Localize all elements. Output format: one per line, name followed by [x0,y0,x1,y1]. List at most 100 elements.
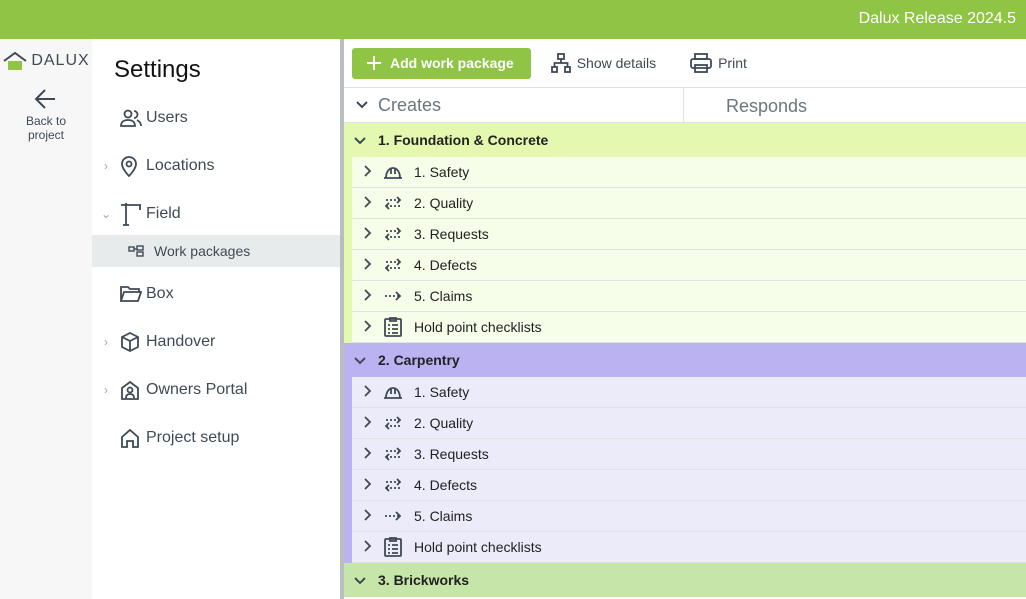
item-label: 4. Defects [414,477,478,493]
chevron-down-icon[interactable] [354,132,366,148]
group-header[interactable]: 2. Carpentry [344,343,1026,377]
chevron-right-icon[interactable] [364,257,372,273]
list-item[interactable]: Hold point checklists [352,532,1026,563]
chevron-right-icon[interactable] [364,288,372,304]
add-work-package-button[interactable]: Add work package [352,47,531,79]
chevron-right-icon[interactable] [364,508,372,524]
folder-icon [120,285,146,303]
users-icon [120,109,146,127]
chevron-right-icon[interactable]: › [104,335,108,349]
plus-icon [367,56,381,70]
sidebar-item-label: Field [146,205,181,222]
list-item[interactable]: 5. Claims [352,281,1026,312]
item-label: 2. Quality [414,195,474,211]
item-label: 3. Requests [414,446,489,462]
show-details-button[interactable]: Show details [550,53,656,73]
sidebar-item-work-packages[interactable]: Work packages [92,235,340,267]
list-item[interactable]: 1. Safety [352,377,1026,408]
sidebar-item-label: Handover [146,333,216,350]
group-header[interactable]: 1. Foundation & Concrete [344,123,1026,157]
list-item[interactable]: Hold point checklists [352,312,1026,343]
home-icon [120,428,146,448]
list-item[interactable]: 4. Defects [352,470,1026,501]
group-header[interactable]: 3. Brickworks [344,563,1026,597]
list-item[interactable]: 1. Safety [352,157,1026,188]
list-item[interactable]: 3. Requests [352,219,1026,250]
hard-hat-icon [382,163,404,181]
printer-icon [690,53,712,73]
exchange-arrows-icon [382,477,404,493]
sidebar-item-locations[interactable]: › Locations [92,150,340,182]
exchange-arrows-icon [382,446,404,462]
exchange-arrows-icon [382,257,404,273]
chevron-down-icon[interactable] [354,572,366,588]
work-package-group: 2. Carpentry 1. Safety 2. Quality 3. Reques… [344,343,1026,563]
top-bar: Dalux Release 2024.5 [0,0,1026,39]
dotted-arrow-icon [382,290,404,302]
work-package-group: 1. Foundation & Concrete 1. Safety 2. Qual… [344,123,1026,343]
exchange-arrows-icon [382,226,404,242]
sidebar-item-label: Locations [146,157,215,174]
chevron-right-icon[interactable] [364,226,372,242]
item-label: 4. Defects [414,257,478,273]
sidebar-item-users[interactable]: Users [92,102,340,134]
item-label: 3. Requests [414,226,489,242]
sidebar-item-owners-portal[interactable]: › Owners Portal [92,374,340,406]
item-label: Hold point checklists [414,539,542,555]
item-label: Hold point checklists [414,319,542,335]
house-person-icon [120,380,146,400]
chevron-right-icon[interactable] [364,319,372,335]
sidebar-item-field[interactable]: ⌄ Field [92,198,340,230]
sidebar-item-label: Work packages [154,243,251,259]
chevron-right-icon[interactable] [364,446,372,462]
chevron-right-icon[interactable]: › [104,159,108,173]
list-item[interactable]: 2. Quality [352,188,1026,219]
back-to-project-button[interactable]: Back to project [0,87,92,142]
left-rail: DALUX Back to project [0,39,92,599]
responds-column-header: Responds [726,96,808,116]
dotted-arrow-icon [382,510,404,522]
settings-panel: Settings Users › Locations ⌄ Field Work packa… [92,39,340,599]
sidebar-item-label: Project setup [146,429,240,446]
location-pin-icon [120,155,146,177]
creates-column-toggle[interactable]: Creates [344,88,684,122]
chevron-down-icon[interactable] [354,352,366,368]
toolbar: Add work package Show details Print [344,39,1026,88]
sidebar-item-label: Users [146,109,188,126]
column-header: Creates Responds [344,88,1026,123]
hard-hat-icon [382,383,404,401]
list-item[interactable]: 3. Requests [352,439,1026,470]
work-package-group: 3. Brickworks [344,563,1026,597]
item-label: 1. Safety [414,384,470,400]
item-label: 1. Safety [414,164,470,180]
scrollbar[interactable] [340,39,344,599]
chevron-down-icon[interactable]: ⌄ [100,207,112,221]
main-content: Add work package Show details Print Crea… [344,39,1026,599]
list-item[interactable]: 2. Quality [352,408,1026,439]
chevron-right-icon[interactable] [364,477,372,493]
sidebar-item-box[interactable]: Box [92,278,340,310]
group-name: 1. Foundation & Concrete [378,132,549,148]
list-item[interactable]: 5. Claims [352,501,1026,532]
sidebar-item-project-setup[interactable]: Project setup [92,422,340,454]
list-item[interactable]: 4. Defects [352,250,1026,281]
item-label: 5. Claims [414,508,473,524]
chevron-right-icon[interactable] [364,384,372,400]
chevron-right-icon[interactable] [364,195,372,211]
chevron-right-icon[interactable] [364,164,372,180]
sidebar-item-handover[interactable]: › Handover [92,326,340,358]
chevron-right-icon[interactable]: › [104,383,108,397]
exchange-arrows-icon [382,195,404,211]
dalux-logo: DALUX [0,51,92,71]
chevron-right-icon[interactable] [364,415,372,431]
chevron-right-icon[interactable] [364,539,372,555]
page-title: Settings [114,56,201,83]
work-packages-icon [128,245,154,257]
sidebar-item-label: Box [146,285,174,302]
release-label: Dalux Release 2024.5 [858,10,1016,27]
chevron-down-icon [356,101,368,109]
exchange-arrows-icon [382,415,404,431]
print-button[interactable]: Print [690,53,747,73]
logo-house-icon [3,51,27,70]
sidebar-item-label: Owners Portal [146,381,248,398]
